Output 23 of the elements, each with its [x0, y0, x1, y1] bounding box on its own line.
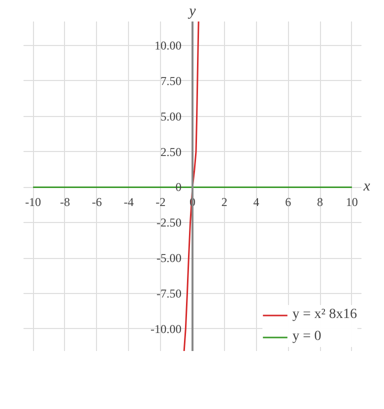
x-axis-title: x [362, 178, 370, 194]
legend-label: y = x² 8x16 [292, 307, 357, 323]
y-tick-label: 2.50 [160, 144, 182, 159]
x-tick-label: 2 [221, 195, 228, 210]
y-tick-label: -7.50 [156, 286, 182, 300]
x-tick-label: -4 [124, 195, 134, 210]
x-tick-label: 8 [317, 195, 324, 210]
y-tick-label: -10.00 [150, 322, 182, 336]
x-tick-label: -10 [25, 195, 42, 210]
x-tick-label: -6 [92, 195, 102, 210]
y-tick-label: 7.50 [160, 74, 182, 88]
x-tick-label: -2 [156, 195, 166, 210]
x-tick-label: -8 [60, 195, 70, 210]
x-tick-label: 6 [285, 195, 292, 210]
y-tick-label: 10.00 [154, 38, 182, 53]
y-tick-label: 5.00 [160, 109, 182, 124]
y-tick-label: -2.50 [156, 216, 182, 230]
y-tick-label: -5.00 [156, 251, 182, 266]
legend-label: y = 0 [292, 329, 322, 345]
x-tick-label: 4 [253, 195, 260, 210]
line-series [183, 22, 200, 351]
x-tick-label: 10 [346, 195, 358, 210]
y-axis-title: y [187, 4, 196, 20]
